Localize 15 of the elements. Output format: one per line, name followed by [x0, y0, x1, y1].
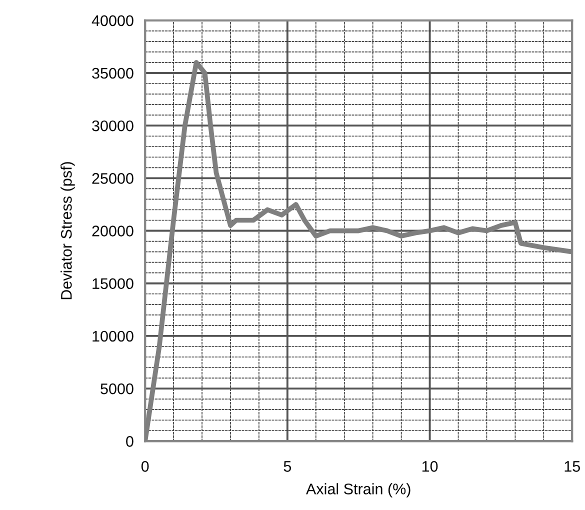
x-axis-title: Axial Strain (%) — [306, 483, 410, 498]
y-tick-label: 35000 — [92, 68, 134, 79]
x-tick-label: 5 — [284, 461, 292, 472]
y-tick-label: 30000 — [92, 120, 134, 132]
y-axis-title: Deviator Stress (psf) — [60, 162, 75, 300]
x-tick-label: 0 — [141, 461, 149, 472]
y-tick-label: 40000 — [92, 15, 134, 26]
y-tick-label: 0 — [126, 436, 134, 447]
y-tick-label: 10000 — [92, 330, 134, 342]
y-tick-label: 20000 — [92, 226, 134, 236]
x-tick-label: 10 — [422, 461, 438, 472]
x-tick-label: 15 — [564, 461, 580, 472]
y-tick-label: 15000 — [92, 278, 134, 290]
y-tick-label: 25000 — [92, 173, 134, 184]
y-tick-label: 5000 — [100, 383, 134, 394]
